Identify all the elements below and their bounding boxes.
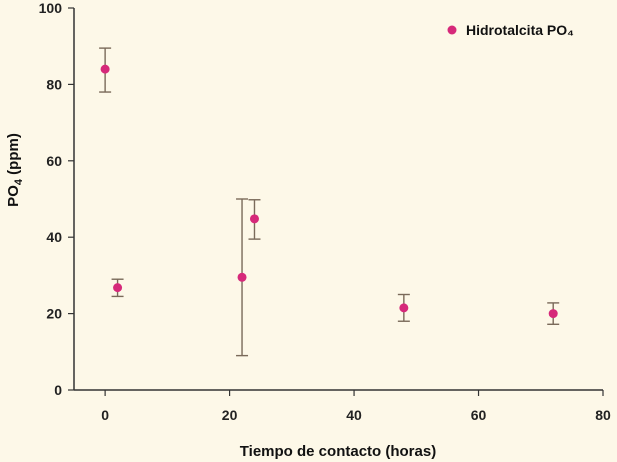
legend-label: Hidrotalcita PO₄	[466, 22, 574, 38]
data-point	[237, 272, 247, 282]
x-axis-title: Tiempo de contacto (horas)	[240, 443, 436, 460]
x-tick-label: 40	[346, 407, 362, 423]
data-point-group	[397, 293, 410, 322]
data-point-group	[236, 198, 249, 357]
y-axis-title-main: PO	[5, 185, 22, 207]
x-tick-label: 60	[471, 407, 487, 423]
data-point-group	[547, 302, 560, 325]
data-point-group	[248, 199, 261, 240]
y-tick-label: 100	[39, 0, 63, 16]
axes	[73, 8, 603, 391]
data-points	[99, 47, 560, 357]
y-tick-label: 20	[46, 306, 62, 322]
data-point-group	[111, 278, 124, 298]
y-axis-title-rest: (ppm)	[5, 133, 22, 179]
y-axis-title: PO4 (ppm)	[5, 133, 25, 207]
y-tick-label: 60	[46, 153, 62, 169]
data-point	[399, 303, 409, 313]
y-tick-label: 0	[54, 382, 62, 398]
legend: Hidrotalcita PO₄	[447, 22, 574, 38]
data-point	[100, 64, 110, 74]
x-tick-label: 80	[595, 407, 611, 423]
y-ticks: 0 20 40 60 80 100	[39, 0, 74, 398]
y-tick-label: 40	[46, 229, 62, 245]
data-point-group	[99, 47, 112, 93]
x-tick-label: 0	[101, 407, 109, 423]
legend-marker	[447, 25, 457, 35]
y-axis-title-sub: 4	[13, 178, 25, 185]
x-tick-label: 20	[222, 407, 238, 423]
y-tick-label: 80	[46, 76, 62, 92]
data-point	[113, 283, 123, 293]
data-point	[249, 214, 259, 224]
data-point	[548, 309, 558, 319]
x-ticks: 0 20 40 60 80	[101, 390, 611, 423]
